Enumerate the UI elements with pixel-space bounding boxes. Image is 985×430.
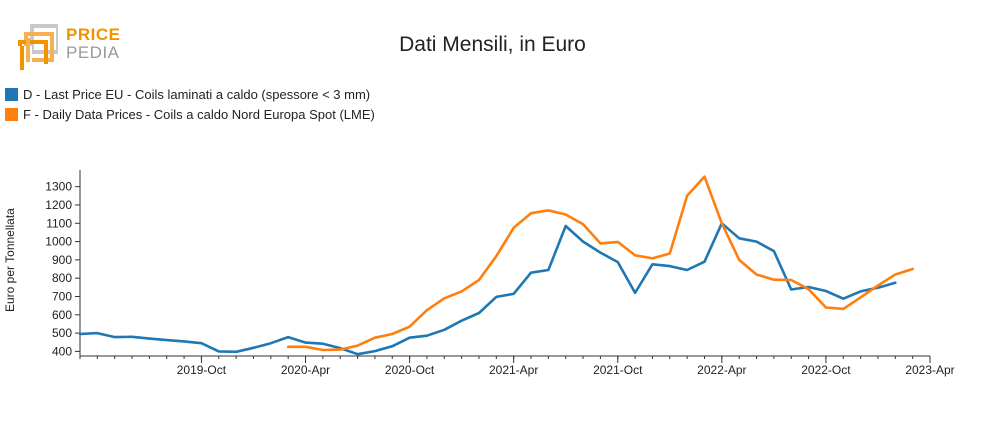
series-line-d (78, 222, 897, 356)
y-axis-label: Euro per Tonnellata (3, 208, 17, 312)
logo-mark (18, 24, 60, 74)
y-tick-label: 1200 (45, 198, 72, 212)
y-tick-label: 500 (52, 326, 72, 340)
x-tick-label: 2019-Oct (177, 363, 227, 377)
y-tick-label: 800 (52, 271, 72, 285)
y-tick-label: 400 (52, 344, 72, 358)
chart-series-layer (78, 175, 914, 356)
x-tick-label: 2022-Apr (697, 363, 746, 377)
x-tick-label: 2021-Oct (593, 363, 643, 377)
series-line-f (286, 175, 914, 352)
x-tick-label: 2021-Apr (489, 363, 538, 377)
legend-item-series-f[interactable]: F - Daily Data Prices - Coils a caldo No… (5, 104, 375, 124)
legend-label-series-f: F - Daily Data Prices - Coils a caldo No… (23, 106, 375, 122)
chart-legend: D - Last Price EU - Coils laminati a cal… (5, 84, 375, 124)
x-tick-label: 2020-Apr (281, 363, 330, 377)
y-tick-label: 700 (52, 289, 72, 303)
legend-item-series-d[interactable]: D - Last Price EU - Coils laminati a cal… (5, 84, 375, 104)
y-tick-label: 900 (52, 253, 72, 267)
y-tick-label: 600 (52, 308, 72, 322)
pricepedia-logo: PRICE PEDIA (18, 24, 128, 74)
x-tick-label: 2020-Oct (385, 363, 435, 377)
logo-wordmark: PRICE PEDIA (66, 26, 120, 62)
x-tick-label: 2023-Apr (905, 363, 954, 377)
logo-text-price: PRICE (66, 25, 121, 44)
y-tick-label: 1000 (45, 235, 72, 249)
legend-swatch-series-f (5, 107, 18, 121)
logo-text-pedia: PEDIA (66, 43, 120, 62)
x-tick-label: 2022-Oct (801, 363, 851, 377)
y-tick-label: 1100 (46, 216, 72, 230)
y-tick-label: 1300 (45, 180, 72, 194)
chart-axes: 400 500 600 700 800 900 1000 1100 1200 1300 2019-O… (45, 170, 955, 377)
chart-title: Dati Mensili, in Euro (399, 33, 586, 56)
legend-label-series-d: D - Last Price EU - Coils laminati a cal… (23, 86, 371, 102)
legend-swatch-series-d (5, 87, 18, 101)
